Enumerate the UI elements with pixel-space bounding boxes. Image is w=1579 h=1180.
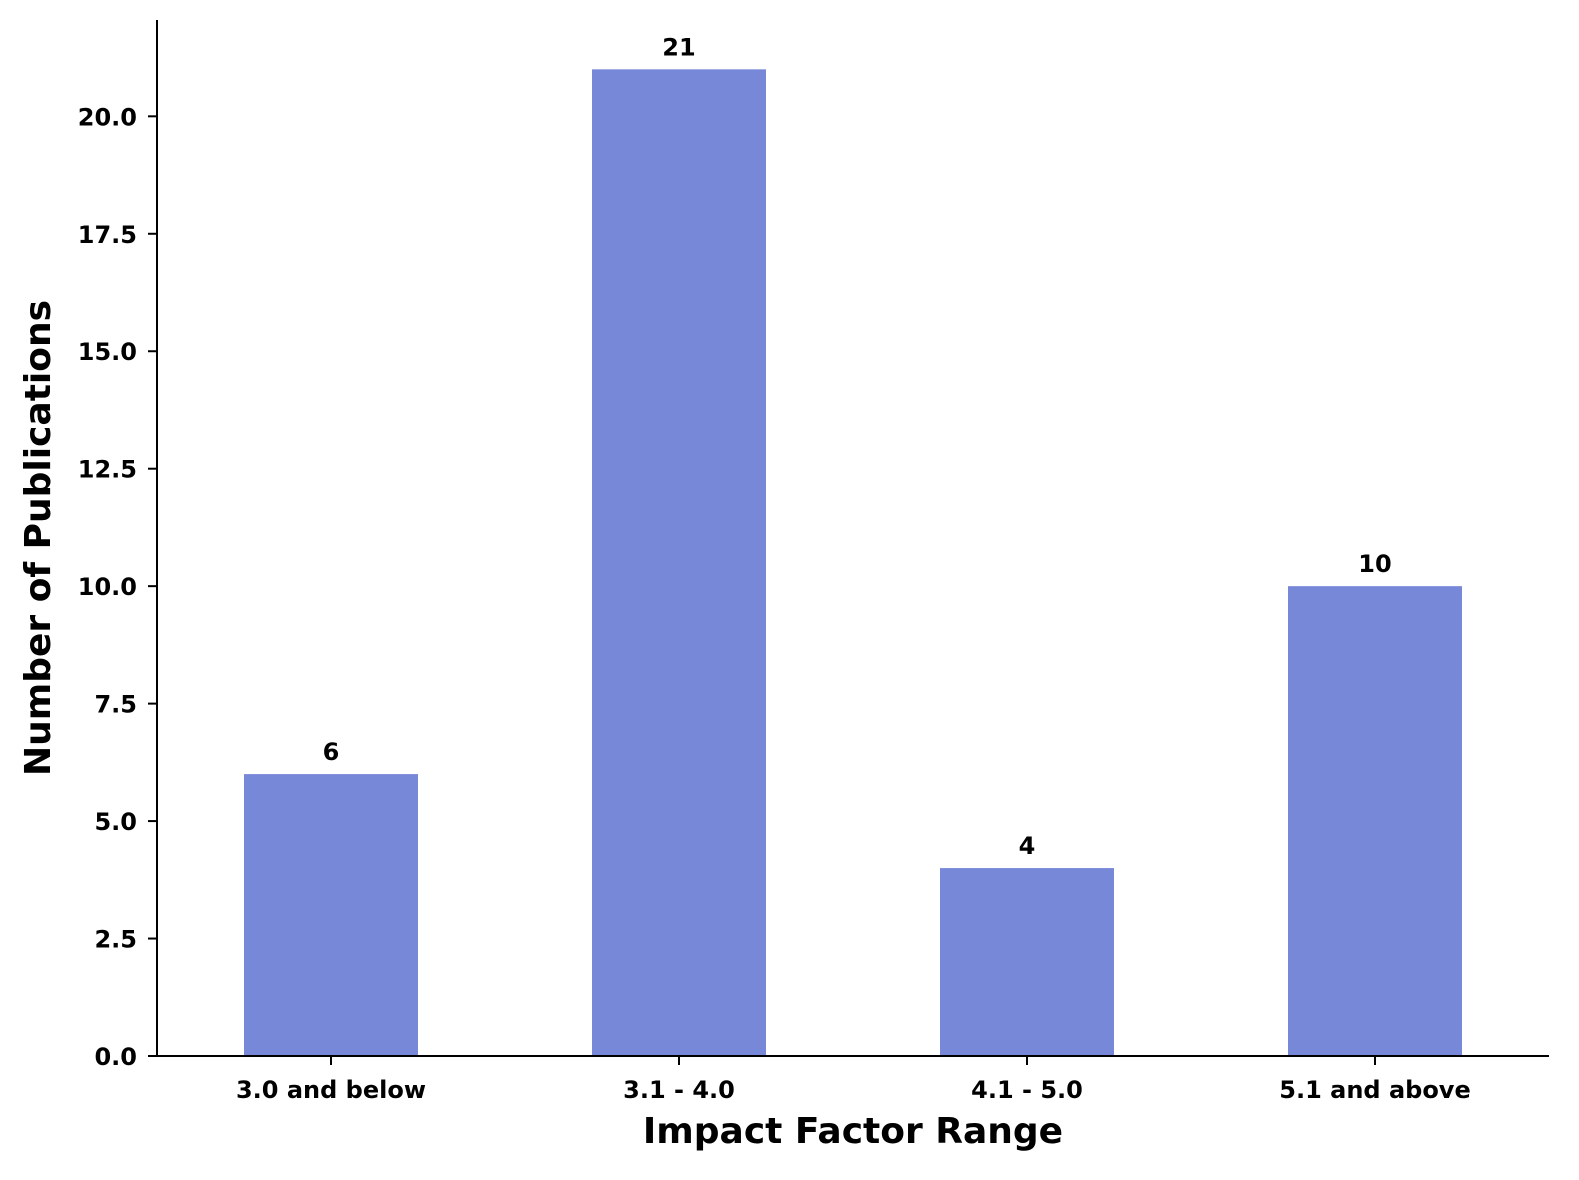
bar-1 [592, 69, 766, 1057]
y-axis-ticks: 0.0 2.5 5.0 7.5 10.0 12.5 15.0 17.5 20.0 [78, 103, 157, 1071]
bars-group [244, 69, 1462, 1057]
x-axis-ticks: 3.0 and below 3.1 - 4.0 4.1 - 5.0 5.1 and a… [236, 1056, 1471, 1104]
x-axis-title: Impact Factor Range [643, 1111, 1063, 1152]
y-tick-label: 15.0 [78, 338, 137, 366]
bar-value-label: 21 [662, 33, 695, 61]
y-axis-title: Number of Publications [18, 300, 59, 776]
bar-labels-group: 6 21 4 10 [323, 33, 1392, 860]
y-tick-label: 20.0 [78, 103, 137, 131]
bar-0 [244, 774, 418, 1056]
y-tick-label: 2.5 [94, 926, 137, 954]
x-tick-label: 3.1 - 4.0 [623, 1076, 735, 1104]
x-tick-label: 3.0 and below [236, 1076, 426, 1104]
bar-3 [1288, 586, 1462, 1056]
y-tick-label: 17.5 [78, 221, 137, 249]
y-tick-label: 0.0 [94, 1043, 137, 1071]
y-tick-label: 7.5 [94, 691, 137, 719]
bar-value-label: 10 [1358, 550, 1391, 578]
x-tick-label: 5.1 and above [1279, 1076, 1470, 1104]
bar-value-label: 6 [323, 738, 340, 766]
bar-value-label: 4 [1019, 832, 1036, 860]
y-tick-label: 10.0 [78, 573, 137, 601]
y-tick-label: 12.5 [78, 456, 137, 484]
x-tick-label: 4.1 - 5.0 [971, 1076, 1083, 1104]
bar-2 [940, 868, 1114, 1056]
y-tick-label: 5.0 [94, 808, 137, 836]
